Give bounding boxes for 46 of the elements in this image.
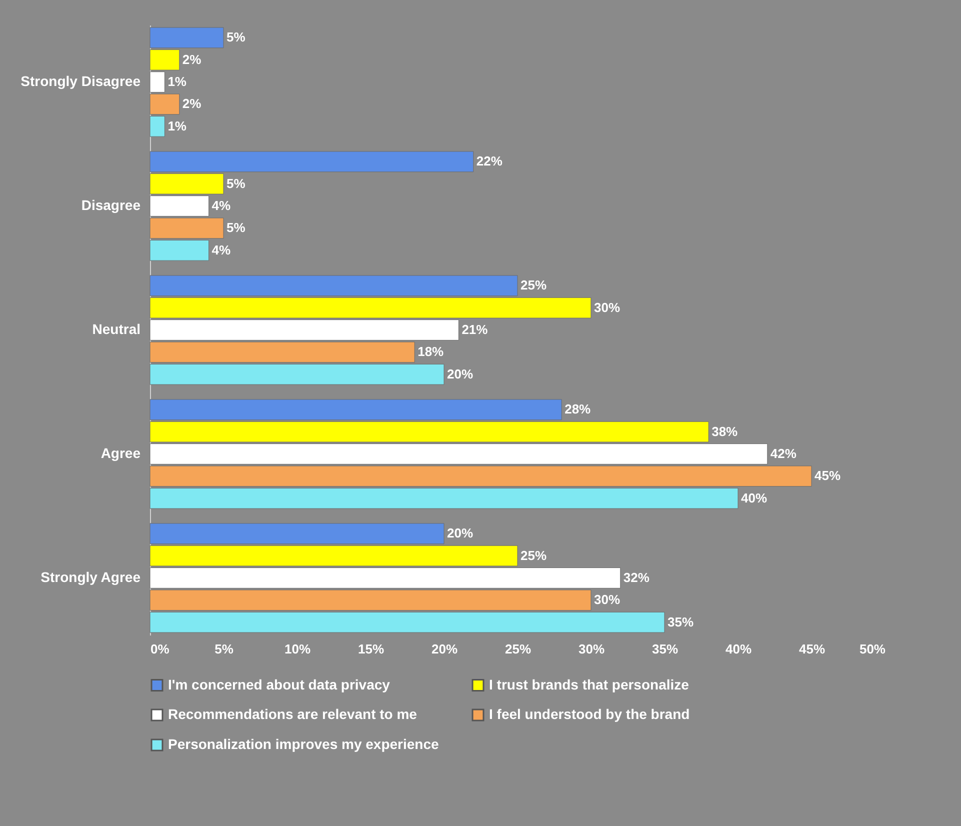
data-label: 25% — [520, 278, 547, 293]
y-tick-label: Agree — [100, 444, 141, 461]
x-tick-label: 40% — [725, 642, 752, 656]
data-label: 2% — [182, 96, 202, 112]
data-label: 20% — [447, 366, 474, 382]
data-label: 21% — [462, 322, 488, 337]
x-tick-label: 5% — [214, 642, 234, 656]
data-label: 4% — [212, 198, 232, 214]
data-label: 5% — [226, 220, 246, 236]
data-label: 5% — [226, 176, 246, 191]
data-label: 38% — [712, 424, 738, 439]
legend-label: Recommendations are relevant to me — [168, 706, 418, 722]
data-label: 1% — [168, 74, 187, 90]
data-label: 18% — [418, 344, 444, 360]
y-tick-label: Strongly Disagree — [20, 73, 141, 90]
data-label: 45% — [814, 468, 841, 484]
data-label: 40% — [741, 490, 768, 506]
data-label: 1% — [168, 118, 187, 134]
legend-label: I trust brands that personalize — [489, 676, 690, 692]
legend-label: I feel understood by the brand — [489, 706, 690, 722]
x-tick-label: 45% — [798, 642, 826, 656]
legend-label: Personalization improves my experience — [168, 736, 439, 752]
data-label: 30% — [594, 592, 620, 608]
y-tick-label: Disagree — [81, 197, 141, 214]
data-label: 20% — [447, 526, 474, 541]
data-label: 25% — [520, 548, 547, 563]
y-tick-label: Strongly Agree — [40, 568, 141, 585]
legend-label: I'm concerned about data privacy — [168, 676, 390, 692]
y-tick-label: Neutral — [92, 321, 140, 337]
data-label: 35% — [668, 614, 694, 630]
data-label: 32% — [623, 570, 650, 585]
x-tick-label: 25% — [504, 642, 532, 656]
data-label: 28% — [564, 402, 592, 417]
x-tick-label: 15% — [358, 642, 384, 656]
x-tick-label: 30% — [578, 642, 605, 656]
x-tick-label: 10% — [284, 642, 311, 656]
x-tick-label: 20% — [431, 642, 458, 656]
data-label: 2% — [182, 52, 202, 67]
x-tick-label: 50% — [859, 642, 886, 656]
data-label: 4% — [212, 242, 232, 258]
data-label: 5% — [226, 30, 246, 45]
data-label: 30% — [594, 300, 620, 315]
x-tick-label: 35% — [652, 642, 678, 656]
data-label: 22% — [476, 154, 503, 169]
x-tick-label: 0% — [150, 642, 170, 656]
data-label: 42% — [770, 446, 797, 461]
